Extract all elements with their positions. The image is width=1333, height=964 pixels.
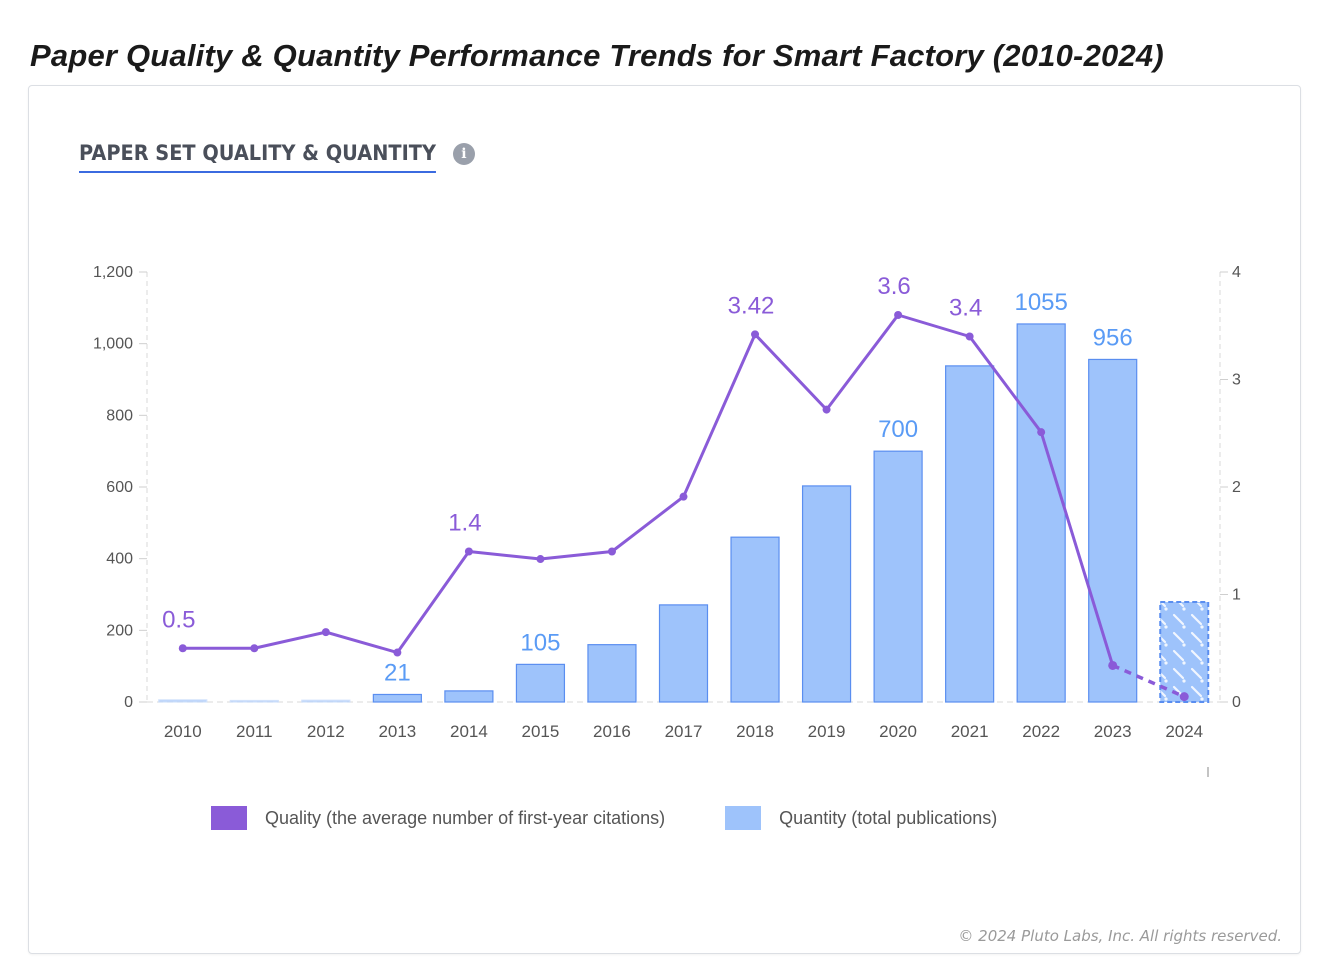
x-tick-label: 2011: [236, 722, 273, 741]
left-tick-label: 400: [106, 551, 133, 568]
x-tick-label: 2017: [665, 722, 703, 741]
bar-2010: [158, 699, 208, 703]
x-tick-label: 2012: [307, 722, 345, 741]
bar-2023: [1088, 358, 1138, 703]
copyright-notice: © 2024 Pluto Labs, Inc. All rights reser…: [958, 927, 1282, 945]
x-tick-label: 2010: [164, 722, 202, 741]
right-tick-label: 2: [1232, 479, 1241, 496]
bar-2013: [372, 693, 422, 703]
left-tick-label: 200: [106, 622, 133, 639]
x-tick-label: 2014: [450, 722, 488, 741]
x-tick-label: 2021: [951, 722, 989, 741]
bar-value-label: 700: [878, 416, 918, 443]
right-tick-label: 4: [1232, 264, 1241, 281]
x-tick-label: 2016: [593, 722, 631, 741]
page-title: Paper Quality & Quantity Performance Tre…: [30, 38, 1164, 73]
quality-point-2010: [178, 644, 187, 653]
x-tick-label: 2018: [736, 722, 774, 741]
x-tick-label: 2024: [1165, 722, 1203, 741]
x-tick-label: 2020: [879, 722, 917, 741]
x-tick-label: 2019: [808, 722, 846, 741]
info-icon[interactable]: i: [452, 143, 475, 165]
bar-2017: [658, 604, 709, 703]
quality-point-2011: [250, 644, 259, 653]
legend-item-quality[interactable]: Quality (the average number of first-yea…: [211, 806, 665, 830]
x-tick-label: 2023: [1094, 722, 1132, 741]
legend-label-quality: Quality (the average number of first-yea…: [265, 807, 666, 828]
left-tick-label: 800: [106, 407, 133, 424]
quality-point-2015: [536, 555, 545, 564]
right-tick-label: 1: [1232, 587, 1241, 604]
bar-projected-pattern-2024: [1161, 603, 1208, 701]
bar-2022: [1016, 323, 1066, 703]
x-tick-label: 2013: [378, 722, 416, 741]
left-tick-label: 600: [106, 479, 133, 496]
line-value-label: 3.6: [877, 273, 910, 300]
bar-2018: [730, 536, 780, 703]
bar-2016: [587, 644, 637, 703]
quality-line: [182, 313, 1115, 666]
left-tick-label: 1,200: [93, 264, 133, 281]
quality-point-2023: [1108, 660, 1118, 670]
left-tick-label: 0: [124, 694, 133, 711]
line-value-label: 1.4: [448, 510, 481, 537]
left-tick-label: 1,000: [93, 336, 133, 353]
line-value-label: 3.4: [949, 295, 982, 322]
bar-2011: [229, 699, 279, 703]
quality-point-2020: [894, 311, 903, 319]
quality-point-2016: [607, 547, 616, 556]
quality-point-2022: [1037, 428, 1046, 437]
quality-point-2017: [679, 492, 688, 501]
bar-2020: [873, 450, 923, 703]
x-tick-label: 2022: [1022, 722, 1060, 741]
line-value-label: 3.42: [728, 292, 775, 319]
right-tick-label: 0: [1232, 694, 1241, 711]
quality-point-2014: [464, 547, 473, 556]
bar-2014: [444, 690, 494, 703]
bar-2021: [945, 365, 995, 703]
section-title: PAPER SET QUALITY & QUANTITY: [79, 141, 436, 173]
quality-point-2013: [393, 648, 402, 657]
legend-label-quantity: Quantity (total publications): [779, 807, 998, 828]
bar-value-label: 105: [520, 629, 560, 656]
right-tick-label: 3: [1232, 372, 1241, 389]
quality-point-2012: [321, 628, 330, 637]
bar-2015: [515, 663, 566, 703]
bar-value-label: 1055: [1014, 289, 1067, 316]
quality-line-projected: [1112, 663, 1185, 699]
x-tick-label: 2015: [522, 722, 560, 741]
quality-point-2024: [1179, 692, 1189, 702]
bar-2019: [801, 485, 852, 703]
section-header: PAPER SET QUALITY & QUANTITY i: [79, 141, 489, 173]
chart-legend: Quality (the average number of first-yea…: [211, 806, 997, 830]
legend-item-quantity[interactable]: Quantity (total publications): [725, 806, 997, 830]
quality-point-2018: [751, 330, 760, 339]
bar-2012: [301, 699, 351, 703]
legend-swatch-quality: [211, 806, 247, 830]
legend-swatch-quantity: [725, 806, 762, 830]
bar-value-label: 21: [384, 659, 411, 686]
bar-value-label: 956: [1093, 324, 1133, 351]
quality-point-2019: [822, 405, 831, 414]
quality-point-2021: [965, 332, 974, 341]
line-value-label: 0.5: [162, 606, 195, 633]
